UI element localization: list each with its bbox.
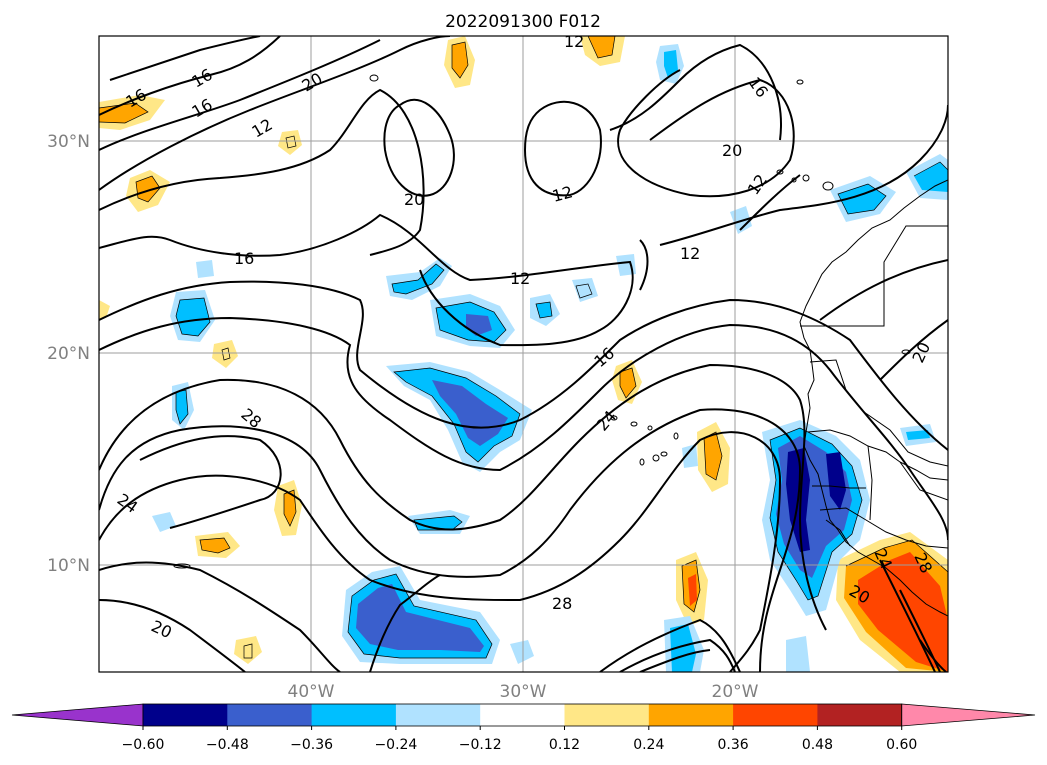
contour-label: 12: [510, 269, 530, 288]
colorbar-segment: [311, 704, 397, 726]
colorbar-segment: [817, 704, 903, 726]
contour-label: 12: [680, 244, 700, 263]
lon-label: 30°W: [500, 682, 547, 702]
contour-label: 20: [722, 141, 742, 160]
lon-label: 20°W: [712, 682, 759, 702]
lat-label: 20°N: [47, 344, 90, 364]
colorbar-segment: [227, 704, 313, 726]
lon-label: 40°W: [288, 682, 335, 702]
colorbar-tick-label: 0.36: [718, 737, 749, 753]
contour-label: 20: [404, 190, 424, 209]
colorbar-segment: [395, 704, 481, 726]
colorbar-tick-label: −0.48: [206, 737, 249, 753]
negative-shading: [152, 44, 948, 672]
colorbar-tick-label: 0.60: [886, 737, 917, 753]
map-frame: [98, 35, 949, 673]
colorbar-extend-max: [901, 703, 1036, 727]
colorbar-segment: [564, 704, 650, 726]
lat-label: 30°N: [47, 132, 90, 152]
colorbar-tick-label: −0.60: [122, 737, 165, 753]
colorbar-segment: [143, 704, 228, 726]
colorbar-segment: [648, 704, 734, 726]
colorbar-tick-label: −0.36: [290, 737, 333, 753]
contour-label: 12: [564, 32, 584, 51]
colorbar-tick-label: −0.24: [374, 737, 417, 753]
gridlines: [99, 36, 948, 672]
colorbar-segment: [733, 704, 818, 726]
contour-label: 12: [550, 182, 575, 206]
colorbar-tick-label: 0.24: [633, 737, 664, 753]
contour-lines: [99, 36, 948, 672]
lat-label: 10°N: [47, 556, 90, 576]
coastlines: [173, 74, 948, 617]
contour-label: 28: [552, 594, 572, 613]
figure-title: 2022091300 F012: [445, 12, 601, 32]
colorbar: −0.60 −0.48 −0.36 −0.24 −0.12 0.12 0.24 0.36 0.4…: [11, 703, 1036, 753]
colorbar-outline: [142, 703, 903, 727]
map-panel: 12 16 20 16 16 12 20 16 20 12 12 16 12 1…: [47, 32, 949, 702]
colorbar-tick-label: −0.12: [459, 737, 502, 753]
shading-outlines: [99, 36, 948, 659]
contour-label: 16: [234, 249, 254, 268]
colorbar-extend-min: [11, 703, 144, 727]
colorbar-tick-label: 0.48: [802, 737, 833, 753]
colorbar-tick-label: 0.12: [549, 737, 580, 753]
colorbar-segment: [480, 704, 565, 726]
